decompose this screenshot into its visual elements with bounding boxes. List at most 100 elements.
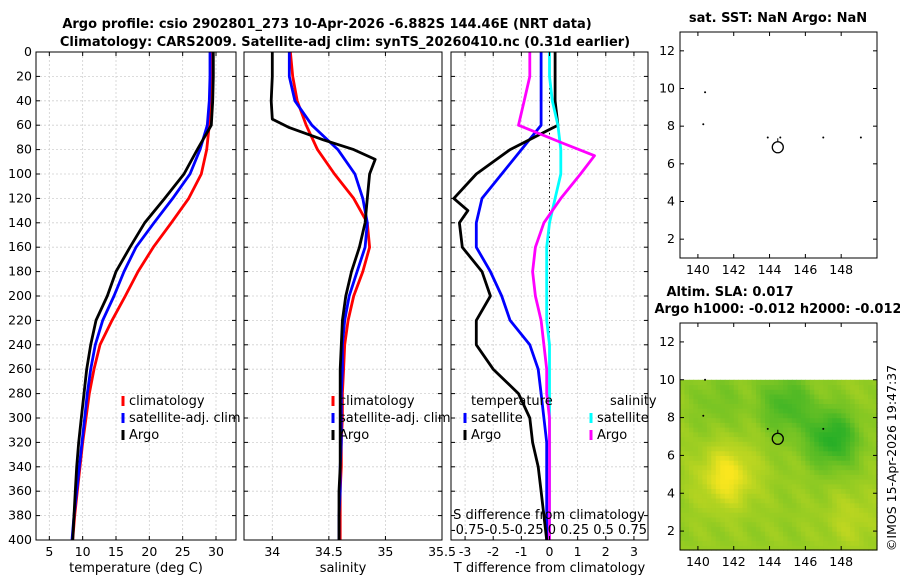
sst_map-ytick-label: 2	[667, 231, 675, 246]
sla-cell	[711, 540, 717, 546]
sla-cell	[783, 450, 789, 456]
sla-cell	[845, 512, 851, 518]
sla-cell	[859, 507, 865, 513]
sla-cell	[818, 422, 824, 428]
sla-cell	[747, 441, 753, 447]
sla-cell	[836, 441, 842, 447]
sla-cell	[796, 526, 802, 532]
sla-cell	[796, 422, 802, 428]
sla-cell	[854, 545, 860, 551]
sla-cell	[854, 450, 860, 456]
sla-cell	[814, 403, 820, 409]
sla-cell	[841, 507, 847, 513]
sla-cell	[738, 540, 744, 546]
sla-cell	[863, 526, 869, 532]
sla-cell	[783, 469, 789, 475]
sla-cell	[769, 526, 775, 532]
sla-cell	[778, 446, 784, 452]
sla-cell	[697, 455, 703, 461]
sla-cell	[872, 450, 878, 456]
sla-cell	[783, 403, 789, 409]
sla-cell	[724, 464, 730, 471]
sla-cell	[697, 441, 703, 447]
sla-cell	[845, 446, 851, 452]
sla-cell	[836, 436, 842, 442]
sla-cell	[724, 436, 730, 442]
sla-cell	[760, 417, 766, 423]
sla-cell	[774, 379, 780, 386]
sla-cell	[872, 431, 878, 438]
sla-cell	[769, 446, 775, 452]
sla-cell	[738, 535, 744, 542]
sla-cell	[823, 531, 829, 537]
sla-cell	[778, 455, 784, 461]
sla-cell	[769, 441, 775, 447]
sla-cell	[814, 526, 820, 532]
sla-cell	[832, 408, 838, 414]
sla-cell	[859, 417, 865, 423]
sla-cell	[814, 502, 820, 508]
sla-cell	[733, 403, 739, 409]
sla-cell	[680, 450, 686, 456]
sla-cell	[715, 446, 721, 452]
temperature-ytick-label: 180	[8, 264, 32, 279]
sla-cell	[751, 516, 757, 523]
sla-cell	[854, 483, 860, 490]
sla-cell	[841, 441, 847, 447]
sla-cell	[697, 526, 703, 532]
sla-cell	[800, 412, 806, 419]
sla-cell	[756, 474, 762, 480]
sla-cell	[787, 379, 793, 386]
sla-cell	[738, 526, 744, 532]
sla-cell	[814, 479, 820, 485]
sla-cell	[805, 488, 811, 494]
sla-cell	[769, 412, 775, 419]
sla-cell	[751, 531, 757, 537]
sla-cell	[706, 493, 712, 499]
sla-cell	[724, 455, 730, 461]
sla-cell	[818, 512, 824, 518]
sla-cell	[845, 436, 851, 442]
sla-cell	[854, 398, 860, 404]
sla_map-xtick-label: 140	[686, 554, 710, 569]
sla-cell	[854, 474, 860, 480]
sla-cell	[689, 531, 695, 537]
sla-cell	[854, 464, 860, 471]
series-difference-t-argo	[452, 52, 560, 541]
sla-cell	[872, 384, 878, 390]
sla-cell	[760, 389, 766, 395]
sla-cell	[715, 403, 721, 409]
sla-cell	[747, 483, 753, 490]
sla-cell	[720, 450, 726, 456]
sla-cell	[680, 545, 686, 551]
sla-cell	[697, 469, 703, 475]
sla-cell	[827, 450, 833, 456]
sla-cell	[747, 412, 753, 419]
sla-cell	[751, 412, 757, 419]
temperature-ytick-label: 20	[16, 68, 32, 83]
sla-cell	[805, 483, 811, 490]
sla-cell	[680, 379, 686, 386]
sst_map-xtick-label: 146	[793, 262, 817, 277]
sla-cell	[684, 412, 690, 419]
sla-cell	[729, 379, 735, 386]
sla-cell	[697, 493, 703, 499]
sla-cell	[805, 535, 811, 542]
sla-cell	[818, 455, 824, 461]
sla-cell	[747, 450, 753, 456]
sla-cell	[693, 403, 699, 409]
sla-cell	[693, 540, 699, 546]
sla-cell	[715, 507, 721, 513]
sla-cell	[693, 398, 699, 404]
sla-cell	[733, 502, 739, 508]
sla-cell	[760, 474, 766, 480]
sla-cell	[774, 455, 780, 461]
sla-cell	[841, 436, 847, 442]
sla-cell	[774, 507, 780, 513]
sla-cell	[733, 545, 739, 551]
sla-cell	[702, 516, 708, 523]
sla-cell	[859, 408, 865, 414]
sla-cell	[702, 379, 708, 386]
difference-temperature-legend-label: Argo	[471, 428, 501, 443]
sla-cell	[715, 502, 721, 508]
